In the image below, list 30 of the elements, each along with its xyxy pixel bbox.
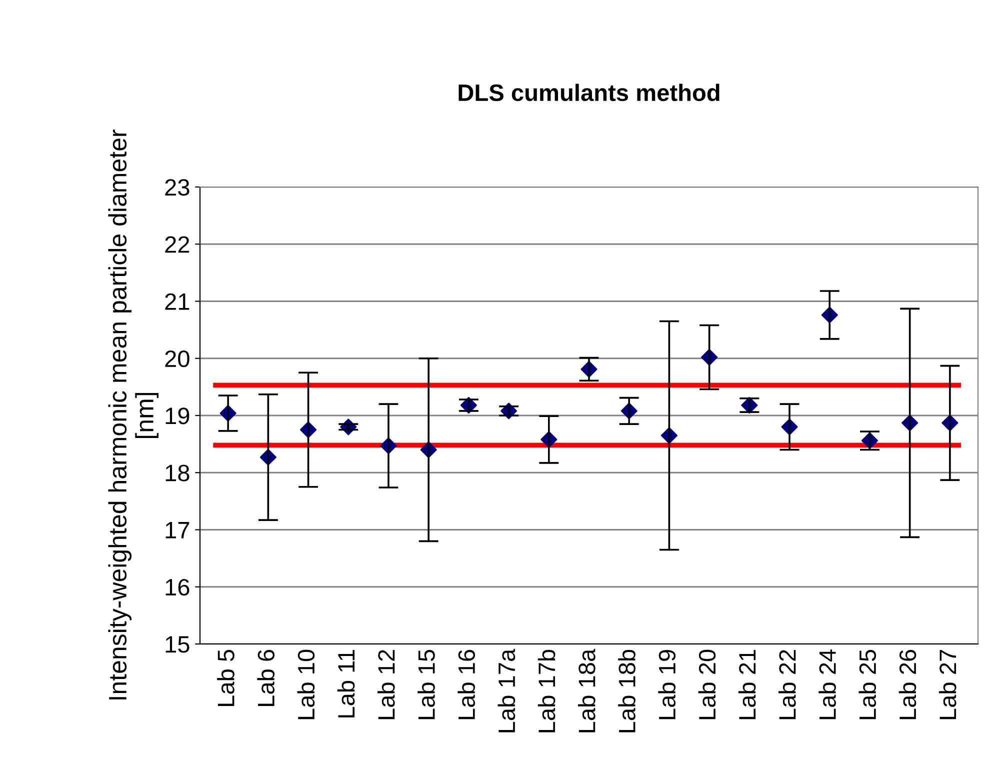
x-tick-label: Lab 26: [898, 650, 916, 720]
x-tick-label: Lab 18a: [578, 648, 596, 732]
x-tick-label: Lab 5: [217, 650, 234, 706]
chart-title: DLS cumulants method: [458, 84, 720, 102]
y-tick-label: 16: [166, 578, 190, 596]
y-tick-label: 22: [165, 236, 190, 253]
x-tick-label: Lab 17b: [538, 650, 556, 732]
x-tick-label: Lab 15: [418, 650, 435, 720]
x-tick-label: Lab 18b: [618, 650, 636, 732]
x-tick-label: Lab 24: [818, 650, 836, 720]
y-tick-label: 15: [166, 636, 190, 653]
y-tick-label: 23: [165, 179, 190, 196]
y-tick-label: 19: [166, 408, 190, 424]
x-tick-label: Lab 12: [377, 650, 395, 720]
x-tick-label: Lab 25: [858, 650, 876, 720]
x-tick-label: Lab 19: [658, 650, 676, 720]
x-tick-label: Lab 11: [337, 650, 355, 718]
y-tick-label: 18: [166, 464, 190, 482]
x-tick-label: Lab 10: [297, 650, 315, 720]
y-tick-label: 20: [165, 350, 190, 368]
x-tick-label: Lab 17a: [498, 648, 516, 732]
y-tick-label: 21: [165, 293, 190, 310]
x-tick-label: Lab 27: [938, 650, 956, 720]
y-tick-label: 17: [166, 522, 190, 538]
y-axis-title: Intensity-weighted harmonic mean particle diameter [nm]: [108, 130, 158, 700]
x-tick-label: Lab 22: [778, 650, 796, 720]
x-tick-label: Lab 20: [698, 650, 716, 720]
x-tick-label: Lab 21: [738, 650, 756, 720]
x-tick-label: Lab 6: [257, 650, 275, 706]
x-tick-label: Lab 16: [458, 650, 476, 720]
